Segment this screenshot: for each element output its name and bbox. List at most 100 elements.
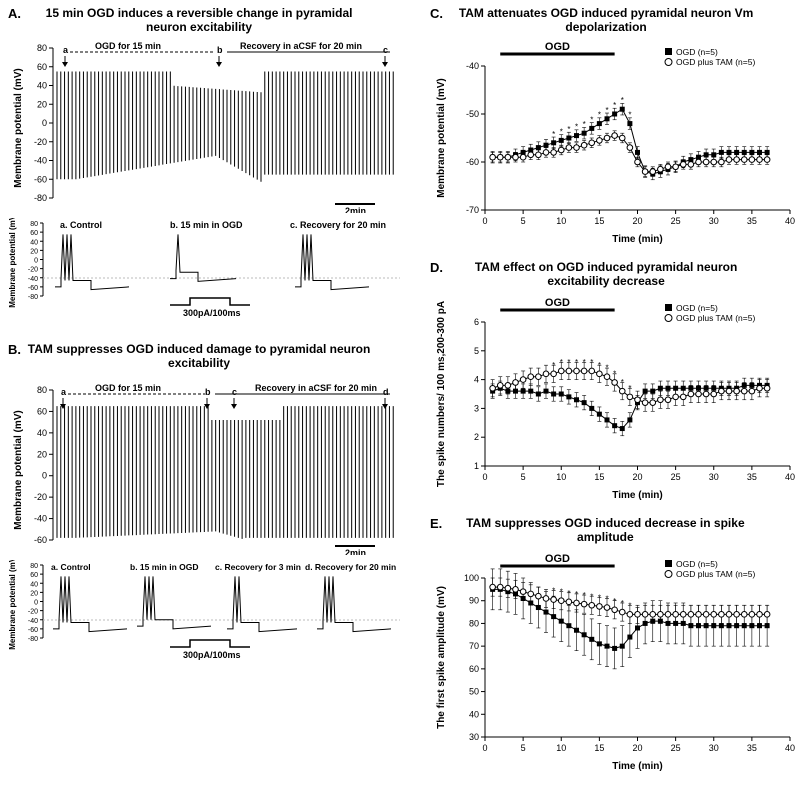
svg-text:*: * — [628, 384, 631, 393]
svg-text:0: 0 — [42, 471, 47, 481]
svg-text:-40: -40 — [28, 276, 38, 283]
svg-text:15: 15 — [594, 216, 604, 226]
svg-text:60: 60 — [30, 230, 38, 237]
svg-text:*: * — [583, 358, 586, 367]
svg-text:b: b — [205, 387, 211, 397]
svg-text:2: 2 — [474, 432, 479, 442]
svg-text:60: 60 — [37, 62, 47, 72]
svg-text:40: 40 — [37, 428, 47, 438]
svg-text:-80: -80 — [28, 294, 38, 301]
svg-text:6: 6 — [474, 317, 479, 327]
panel-b-inset: -80-60-40-20020406080 Membrane potential… — [5, 560, 405, 665]
svg-text:30: 30 — [469, 732, 479, 742]
svg-text:20: 20 — [632, 472, 642, 482]
panel-b-trace: -60-40-20020406080 Membrane potential (m… — [5, 380, 405, 555]
svg-text:25: 25 — [671, 216, 681, 226]
svg-text:*: * — [621, 599, 624, 608]
svg-text:-20: -20 — [28, 609, 38, 616]
panel-b-title: TAM suppresses OGD induced damage to pyr… — [24, 342, 374, 370]
svg-text:0: 0 — [482, 216, 487, 226]
svg-text:OGD plus TAM (n=5): OGD plus TAM (n=5) — [676, 57, 755, 67]
svg-text:*: * — [598, 111, 601, 120]
svg-text:5: 5 — [521, 216, 526, 226]
svg-text:-60: -60 — [466, 157, 479, 167]
svg-text:*: * — [598, 593, 601, 602]
panel-e-chart: 304050607080901000510152025303540The fir… — [430, 550, 800, 775]
svg-text:*: * — [605, 364, 608, 373]
svg-text:30: 30 — [709, 743, 719, 753]
svg-text:c: c — [383, 45, 388, 55]
svg-text:0: 0 — [42, 118, 47, 128]
svg-text:90: 90 — [469, 596, 479, 606]
svg-text:0: 0 — [34, 258, 38, 265]
svg-text:300pA/100ms: 300pA/100ms — [183, 650, 241, 660]
svg-text:a. Control: a. Control — [60, 220, 102, 230]
svg-text:-40: -40 — [34, 156, 47, 166]
svg-text:80: 80 — [37, 43, 47, 53]
svg-text:-70: -70 — [466, 205, 479, 215]
svg-text:80: 80 — [30, 221, 38, 228]
svg-text:60: 60 — [37, 406, 47, 416]
svg-text:c. Recovery for 3 min: c. Recovery for 3 min — [215, 562, 301, 572]
svg-text:*: * — [583, 591, 586, 600]
svg-text:-40: -40 — [466, 61, 479, 71]
panel-a-trace: -80-60-40-20020406080 Membrane potential… — [5, 38, 405, 213]
svg-text:300pA/100ms: 300pA/100ms — [183, 308, 241, 318]
svg-text:10: 10 — [556, 216, 566, 226]
svg-text:80: 80 — [30, 563, 38, 570]
svg-text:*: * — [613, 597, 616, 606]
panel-d-chart: 1234560510152025303540The spike numbers/… — [430, 294, 800, 504]
svg-text:Membrane potential (mV): Membrane potential (mV) — [8, 218, 17, 308]
svg-text:*: * — [605, 595, 608, 604]
svg-text:Time (min): Time (min) — [612, 761, 662, 772]
svg-text:a. Control: a. Control — [51, 562, 91, 572]
svg-text:*: * — [575, 590, 578, 599]
svg-text:15: 15 — [594, 743, 604, 753]
svg-text:5: 5 — [474, 346, 479, 356]
svg-text:-60: -60 — [34, 535, 47, 545]
svg-text:25: 25 — [671, 472, 681, 482]
svg-text:Recovery in aCSF for 20 min: Recovery in aCSF for 20 min — [240, 41, 362, 51]
svg-text:Recovery in aCSF for 20 min: Recovery in aCSF for 20 min — [255, 383, 377, 393]
svg-text:Membrane potential (mV): Membrane potential (mV) — [8, 560, 17, 650]
panel-b-label: B. — [8, 342, 21, 357]
panel-c-title: TAM attenuates OGD induced pyramidal neu… — [446, 6, 766, 34]
svg-text:20: 20 — [37, 99, 47, 109]
svg-text:*: * — [575, 123, 578, 132]
svg-text:OGD plus TAM (n=5): OGD plus TAM (n=5) — [676, 569, 755, 579]
svg-text:35: 35 — [747, 216, 757, 226]
svg-text:40: 40 — [469, 709, 479, 719]
svg-text:40: 40 — [785, 216, 795, 226]
svg-text:c: c — [232, 387, 237, 397]
panel-c-label: C. — [430, 6, 443, 21]
svg-text:a: a — [63, 45, 69, 55]
svg-text:100: 100 — [464, 573, 479, 583]
svg-text:80: 80 — [469, 618, 479, 628]
svg-text:a: a — [61, 387, 67, 397]
svg-text:40: 40 — [785, 743, 795, 753]
svg-text:*: * — [598, 361, 601, 370]
svg-text:2min: 2min — [345, 548, 366, 555]
svg-text:0: 0 — [34, 600, 38, 607]
svg-text:*: * — [613, 369, 616, 378]
svg-text:*: * — [560, 588, 563, 597]
svg-text:OGD: OGD — [545, 553, 570, 565]
svg-text:-40: -40 — [28, 618, 38, 625]
svg-text:The spike numbers/ 100 ms,200-: The spike numbers/ 100 ms,200-300 pA — [436, 301, 447, 487]
svg-text:OGD (n=5): OGD (n=5) — [676, 303, 718, 313]
svg-text:30: 30 — [709, 472, 719, 482]
svg-text:-20: -20 — [34, 137, 47, 147]
svg-text:OGD: OGD — [545, 41, 570, 53]
svg-text:Membrane potential (mV): Membrane potential (mV) — [13, 68, 24, 187]
svg-text:*: * — [590, 115, 593, 124]
svg-text:-60: -60 — [28, 285, 38, 292]
svg-text:*: * — [628, 111, 631, 120]
svg-text:*: * — [613, 101, 616, 110]
svg-text:*: * — [567, 589, 570, 598]
svg-text:4: 4 — [474, 375, 479, 385]
svg-text:b. 15 min in OGD: b. 15 min in OGD — [170, 220, 243, 230]
svg-text:OGD for 15 min: OGD for 15 min — [95, 383, 161, 393]
svg-text:0: 0 — [482, 472, 487, 482]
svg-text:-60: -60 — [34, 174, 47, 184]
svg-text:30: 30 — [709, 216, 719, 226]
